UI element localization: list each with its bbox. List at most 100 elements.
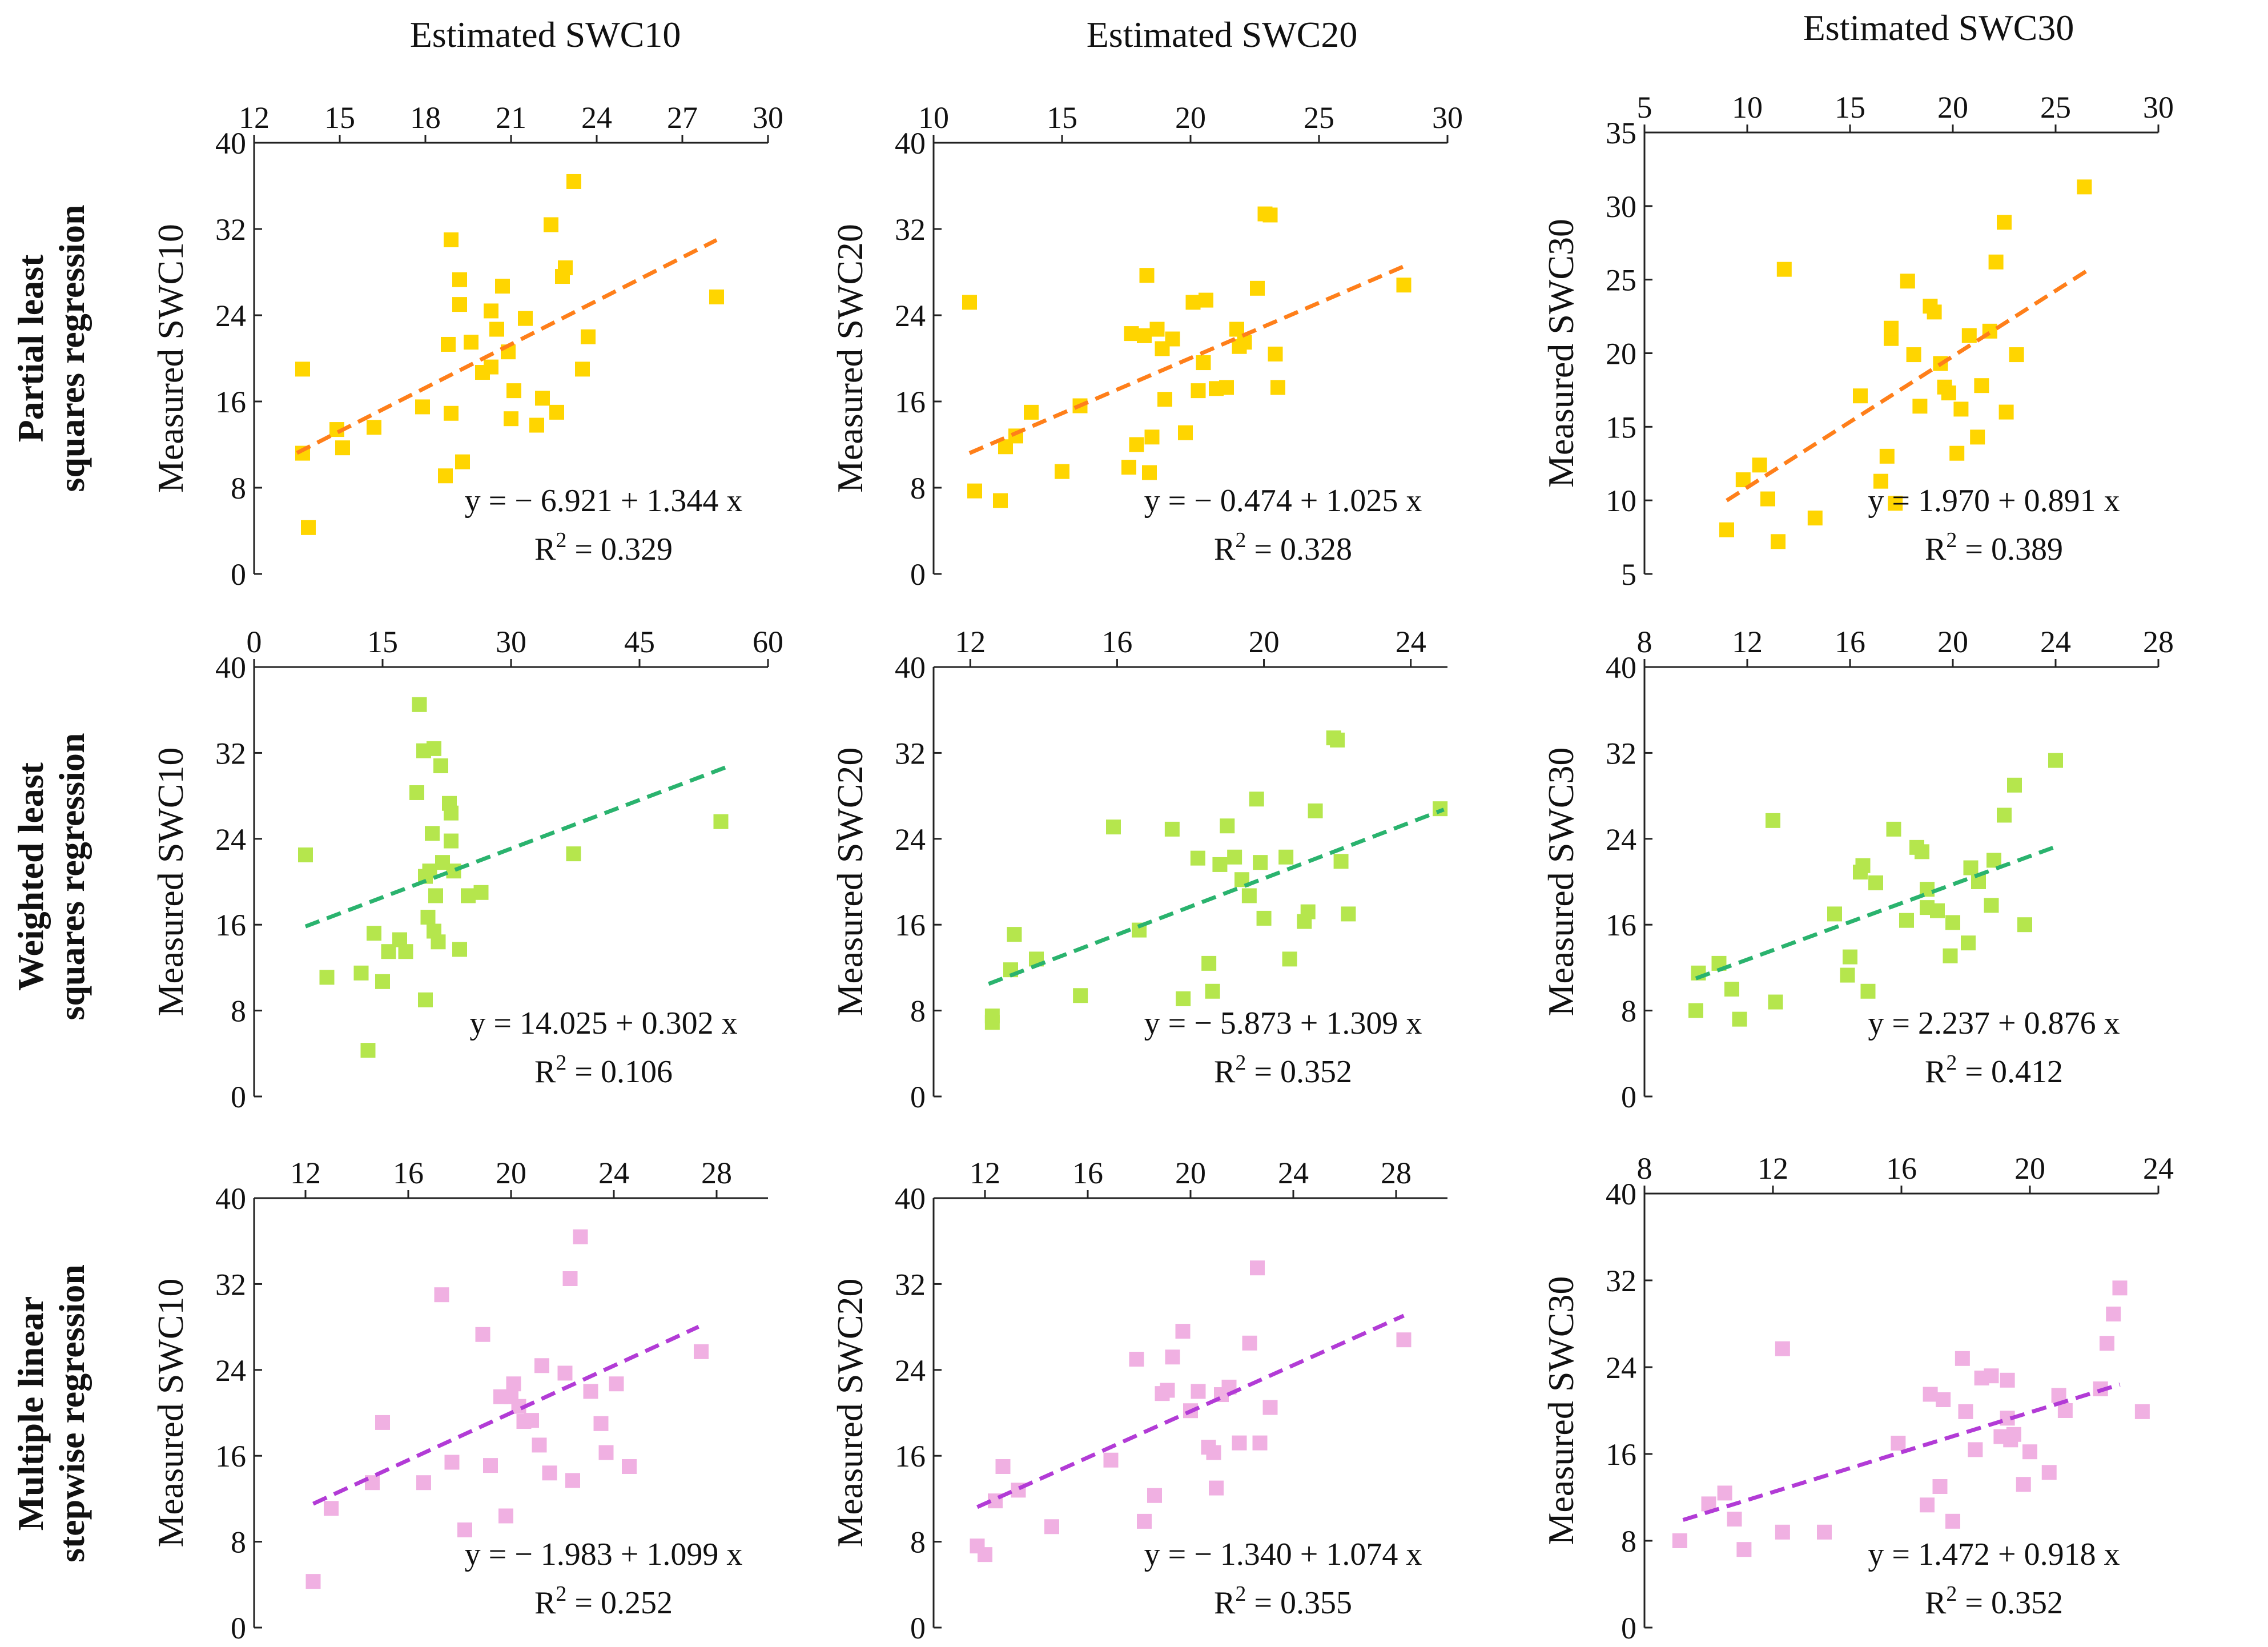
data-point bbox=[415, 399, 430, 415]
data-point bbox=[319, 970, 335, 985]
data-point bbox=[452, 272, 467, 287]
y-tick-label: 8 bbox=[910, 471, 926, 505]
data-point bbox=[1961, 328, 1977, 343]
panel-r2-c1: 12 16 20 24 28 0 8 16 24 32 40 Measured SWC20 y = − … bbox=[830, 1156, 1447, 1645]
y-axis-label: Measured SWC20 bbox=[830, 224, 870, 493]
data-point bbox=[694, 1344, 709, 1359]
r-squared: R2 = 0.352 bbox=[1925, 1582, 2063, 1621]
data-point bbox=[409, 785, 424, 800]
data-point bbox=[375, 1415, 390, 1430]
data-point bbox=[1807, 511, 1823, 526]
y-tick-label: 8 bbox=[1621, 1524, 1636, 1558]
data-point bbox=[1732, 1011, 1747, 1027]
data-point bbox=[433, 758, 448, 773]
data-point bbox=[1178, 425, 1193, 440]
x-tick-label: 16 bbox=[1835, 625, 1865, 659]
x-tick-label: 0 bbox=[247, 625, 262, 659]
data-point bbox=[353, 965, 369, 981]
data-point bbox=[1899, 913, 1914, 928]
data-point bbox=[1242, 1335, 1257, 1351]
y-tick-label: 8 bbox=[910, 1525, 926, 1560]
y-tick-label: 0 bbox=[231, 557, 246, 592]
data-point bbox=[438, 468, 453, 484]
data-point bbox=[1840, 967, 1855, 983]
y-tick-label: 16 bbox=[215, 908, 246, 942]
data-point bbox=[1984, 898, 1999, 913]
y-tick-label: 25 bbox=[1606, 263, 1636, 298]
data-point bbox=[1241, 888, 1257, 903]
regression-line bbox=[1695, 845, 2057, 981]
data-point bbox=[1044, 1519, 1059, 1534]
data-point bbox=[1900, 274, 1915, 289]
y-tick-label: 32 bbox=[215, 736, 246, 770]
x-tick-label: 30 bbox=[496, 625, 526, 659]
y-tick-label: 32 bbox=[895, 1267, 926, 1301]
y-tick-label: 32 bbox=[215, 1267, 246, 1301]
data-point bbox=[1249, 792, 1264, 807]
data-point bbox=[1688, 1003, 1703, 1018]
data-point bbox=[1205, 983, 1220, 999]
data-point bbox=[1884, 320, 1899, 336]
x-tick-label: 24 bbox=[1278, 1156, 1309, 1190]
y-tick-label: 8 bbox=[231, 1525, 246, 1560]
data-point bbox=[535, 391, 550, 406]
data-point bbox=[1433, 801, 1448, 817]
data-point bbox=[504, 411, 518, 427]
x-tick-label: 16 bbox=[1886, 1151, 1917, 1186]
data-point bbox=[1997, 808, 2012, 823]
data-point bbox=[1142, 465, 1157, 480]
y-tick-label: 32 bbox=[895, 212, 926, 247]
y-tick-label: 40 bbox=[215, 1182, 246, 1216]
y-tick-label: 15 bbox=[1606, 410, 1636, 444]
y-axis-label: Measured SWC30 bbox=[1541, 747, 1581, 1016]
x-tick-label: 30 bbox=[753, 101, 783, 135]
x-tick-label: 18 bbox=[410, 101, 441, 135]
y-tick-label: 40 bbox=[1606, 650, 1636, 685]
data-point bbox=[1727, 1512, 1742, 1527]
data-point bbox=[1963, 860, 1979, 875]
data-point bbox=[2041, 1465, 2057, 1480]
data-point bbox=[1103, 1452, 1119, 1468]
data-point bbox=[1776, 262, 1792, 277]
regression-equation: y = 1.472 + 0.918 x bbox=[1868, 1537, 2120, 1572]
x-tick-label: 15 bbox=[324, 101, 355, 135]
data-point bbox=[1308, 803, 1323, 818]
y-axis-label: Measured SWC30 bbox=[1541, 1276, 1581, 1545]
data-point bbox=[1270, 380, 1285, 395]
x-tick-label: 28 bbox=[2143, 625, 2174, 659]
row-title-mlr-line2: stepwise regression bbox=[51, 1264, 92, 1562]
data-point bbox=[295, 361, 310, 377]
y-tick-label: 0 bbox=[910, 557, 926, 592]
data-point bbox=[1930, 903, 1945, 918]
data-point bbox=[1827, 906, 1842, 922]
data-point bbox=[1932, 1479, 1948, 1494]
data-point bbox=[1945, 915, 1960, 930]
data-point bbox=[461, 888, 476, 903]
data-point bbox=[475, 365, 490, 380]
data-point bbox=[1879, 448, 1895, 464]
x-tick-label: 20 bbox=[496, 1156, 526, 1190]
row-title-mlr-line1: Multiple linear bbox=[10, 1296, 51, 1531]
data-point bbox=[558, 260, 573, 275]
y-tick-label: 16 bbox=[895, 908, 926, 942]
data-point bbox=[529, 417, 544, 433]
regression-equation: y = − 6.921 + 1.344 x bbox=[465, 483, 743, 519]
data-point bbox=[1196, 355, 1211, 371]
data-point bbox=[967, 483, 982, 499]
y-tick-label: 16 bbox=[1606, 908, 1636, 942]
data-point bbox=[2100, 1336, 2114, 1351]
data-point bbox=[375, 974, 390, 989]
x-tick-label: 27 bbox=[667, 101, 698, 135]
data-point bbox=[1121, 460, 1136, 475]
y-axis-label: Measured SWC20 bbox=[830, 1278, 870, 1547]
data-point bbox=[1147, 1488, 1162, 1503]
data-point bbox=[1855, 858, 1871, 873]
data-point bbox=[1124, 326, 1139, 342]
regression-line bbox=[988, 808, 1445, 986]
data-point bbox=[434, 1287, 449, 1303]
data-point bbox=[1199, 292, 1213, 308]
data-point bbox=[1955, 1351, 1970, 1366]
data-point bbox=[2009, 347, 2024, 363]
data-point bbox=[1891, 1436, 1906, 1451]
regression-equation: y = − 1.340 + 1.074 x bbox=[1144, 1537, 1422, 1572]
